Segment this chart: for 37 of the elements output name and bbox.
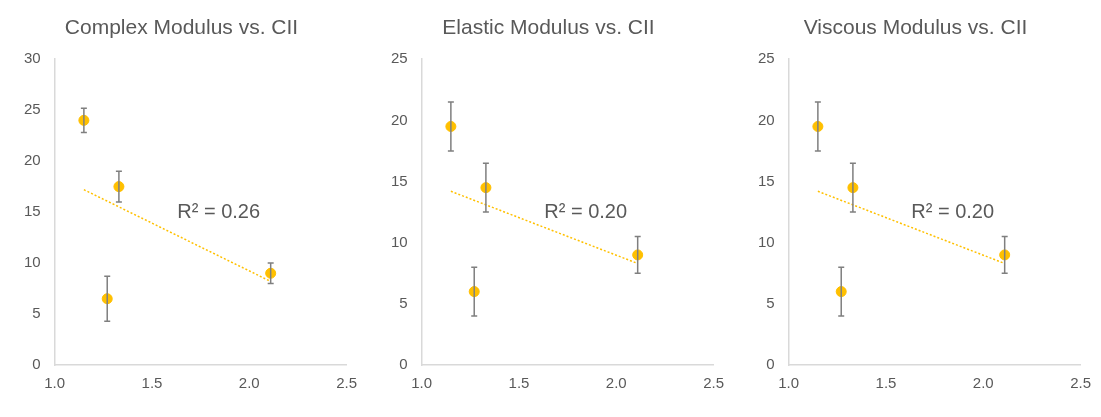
y-tick-label: 20 [758,110,775,128]
y-tick-label: 25 [391,49,408,67]
x-tick-label: 2.0 [972,374,994,392]
y-tick-label: 20 [391,110,408,128]
y-tick-label: 10 [24,253,41,271]
y-tick-label: 0 [32,355,41,373]
x-tick-label: 1.5 [875,374,897,392]
y-tick-label: 0 [766,355,775,373]
annotation: R² = 0.20 [911,199,995,222]
annotation: R² = 0.26 [177,199,261,222]
x-tick-label: 2.5 [1070,374,1091,392]
y-tick-label: 20 [24,151,41,169]
y-tick-label: 0 [399,355,408,373]
y-tick-label: 5 [399,293,408,311]
x-tick-label: 2.0 [605,374,627,392]
y-tick-label: 15 [24,202,41,220]
y-tick-label: 15 [391,171,408,189]
y-tick-label: 5 [32,304,41,322]
annotation: R² = 0.20 [544,199,628,222]
x-tick-label: 1.0 [778,374,800,392]
x-tick-label: 2.5 [703,374,724,392]
x-tick-label: 1.0 [411,374,433,392]
x-tick-label: 2.0 [238,374,260,392]
chart-title: Elastic Modulus vs. CII [442,15,655,39]
x-tick-label: 1.5 [508,374,530,392]
chart-title: Complex Modulus vs. CII [64,15,299,39]
x-tick-label: 1.0 [44,374,66,392]
y-tick-label: 25 [758,49,775,67]
y-tick-label: 15 [758,171,775,189]
y-tick-label: 30 [24,49,41,67]
x-tick-label: 1.5 [141,374,163,392]
y-tick-label: 5 [766,293,775,311]
y-tick-label: 10 [758,232,775,250]
y-tick-label: 10 [391,232,408,250]
y-tick-label: 25 [24,100,41,118]
chart-title: Viscous Modulus vs. CII [803,15,1028,39]
x-tick-label: 2.5 [336,374,357,392]
